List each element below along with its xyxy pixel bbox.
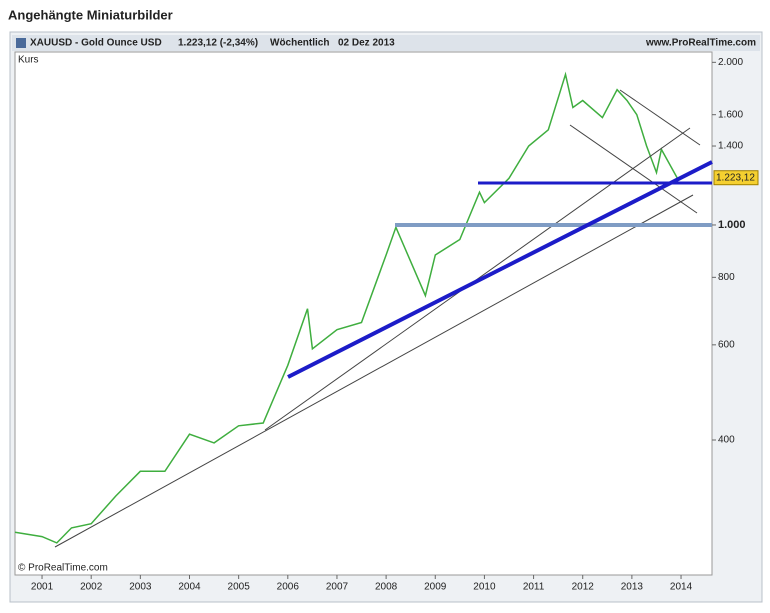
x-tick-label: 2012 <box>572 582 595 593</box>
icon <box>16 38 26 48</box>
date: 02 Dez 2013 <box>338 38 395 49</box>
y-tick-label: 1.400 <box>718 141 743 152</box>
y-tick-label: 600 <box>718 339 735 350</box>
channel-line <box>569 124 698 214</box>
x-tick-label: 2007 <box>326 582 349 593</box>
x-tick-label: 2011 <box>523 582 545 593</box>
x-tick-label: 2010 <box>473 582 496 593</box>
x-tick-label: 2005 <box>228 582 251 593</box>
period: Wöchentlich <box>270 38 329 49</box>
last-price-label: 1.223,12 <box>716 172 755 183</box>
y-tick-label: 800 <box>718 272 735 283</box>
x-tick-label: 2003 <box>129 582 152 593</box>
y-tick-label: 1.000 <box>718 219 746 231</box>
x-tick-label: 2002 <box>80 582 103 593</box>
x-tick-label: 2008 <box>375 582 398 593</box>
page-title: Angehängte Miniaturbilder <box>8 7 173 22</box>
last-price-box <box>713 170 759 186</box>
trend-lines <box>54 89 713 548</box>
x-tick-label: 2006 <box>277 582 300 593</box>
trend-line-main <box>287 160 713 379</box>
chart-title: XAUUSD - Gold Ounce USD <box>30 38 162 49</box>
y-tick-label: 400 <box>718 435 735 446</box>
price-line <box>14 71 678 544</box>
source: www.ProRealTime.com <box>645 38 756 49</box>
y-tick-label: 2.000 <box>718 57 743 68</box>
x-tick-label: 2009 <box>424 582 447 593</box>
channel-line <box>619 89 701 146</box>
price-info: 1.223,12 (-2,34%) <box>178 38 258 49</box>
title-bar <box>12 35 760 51</box>
x-tick-label: 2013 <box>621 582 644 593</box>
y-tick-label: 1.600 <box>718 109 743 120</box>
y-label: Kurs <box>18 55 39 66</box>
x-tick-label: 2004 <box>178 582 201 593</box>
x-tick-label: 2014 <box>670 582 693 593</box>
trend-line <box>54 194 694 548</box>
plot-area <box>14 51 713 576</box>
x-tick-label: 2001 <box>31 582 54 593</box>
copyright: © ProRealTime.com <box>18 563 108 574</box>
